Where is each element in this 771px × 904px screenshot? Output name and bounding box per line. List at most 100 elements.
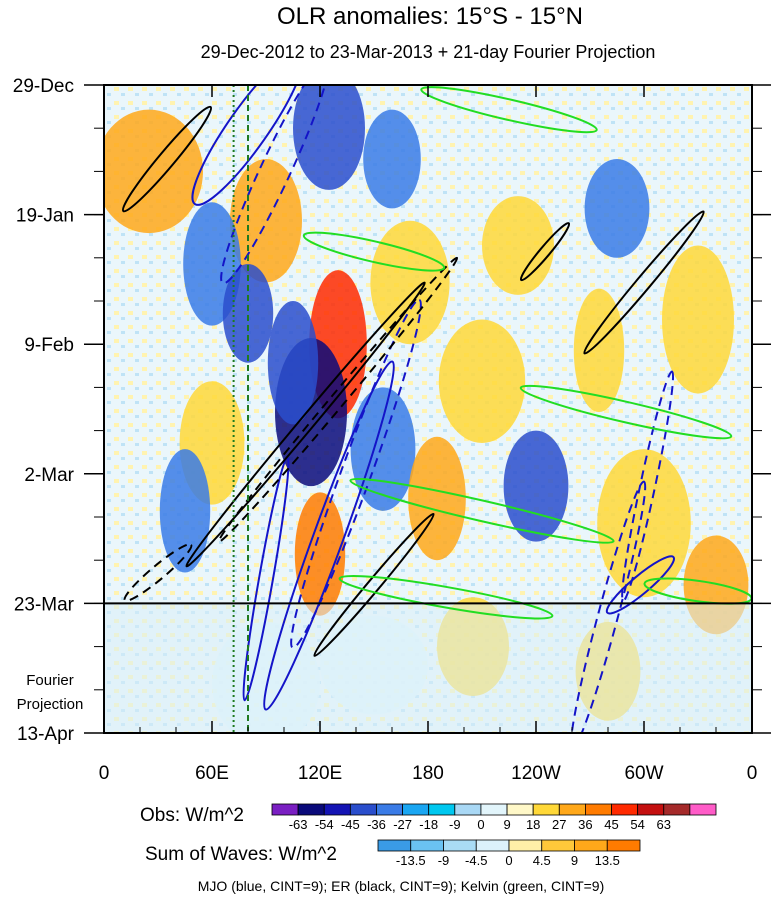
- waves-colorbar-swatch: [606, 839, 641, 852]
- er-contour: [519, 222, 571, 282]
- obs-colorbar-tick-label: 27: [552, 817, 566, 832]
- obs-colorbar-swatch: [323, 803, 351, 816]
- reference-lines: [104, 85, 752, 733]
- obs-colorbar-tick-label: 9: [503, 817, 510, 832]
- obs-colorbar-tick-label: -18: [419, 817, 438, 832]
- anomaly-patch: [159, 449, 211, 573]
- anomaly-patch: [597, 449, 691, 598]
- er-contour: [185, 281, 426, 568]
- y-tick-label: 29-Dec: [13, 76, 74, 97]
- legend-note: MJO (blue, CINT=9); ER (black, CINT=9); …: [198, 878, 605, 894]
- mjo-contour: [191, 85, 305, 206]
- obs-colorbar-swatch: [454, 803, 482, 816]
- y-tick-label: 9-Feb: [24, 335, 74, 356]
- x-tick-label: 0: [747, 763, 758, 784]
- obs-colorbar-swatch: [428, 803, 456, 816]
- waves-colorbar-tick-label: -4.5: [465, 853, 487, 868]
- x-tick-label: 0: [99, 763, 110, 784]
- er-contour: [217, 256, 459, 543]
- obs-colorbar-tick-label: -63: [289, 817, 308, 832]
- forecast-label-line2: Projection: [17, 696, 84, 713]
- anomaly-patch: [222, 263, 274, 363]
- anomaly-patch: [408, 436, 466, 561]
- obs-colorbar-swatch: [376, 803, 403, 816]
- axes: 0 60E 120E 180 120W 60W 0 29-Dec 19-Jan 9-Feb 2-Ma…: [13, 76, 771, 784]
- y-tick-label: 13-Apr: [17, 724, 75, 745]
- obs-colorbar-swatch: [480, 803, 508, 816]
- obs-colorbar-tick-label: -54: [315, 817, 334, 832]
- anomaly-patch: [370, 220, 450, 345]
- anomaly-patch: [662, 245, 734, 394]
- chart-title: OLR anomalies: 15°S - 15°N: [277, 3, 583, 30]
- waves-colorbar-tick-label: 13.5: [595, 853, 620, 868]
- waves-colorbar-swatch: [574, 839, 608, 852]
- plot-area: 0 60E 120E 180 120W 60W 0 29-Dec 19-Jan 9-Feb 2-Ma…: [13, 76, 771, 784]
- x-tick-label: 120W: [511, 763, 561, 784]
- waves-colorbar-swatch: [377, 839, 412, 852]
- kelvin-contour: [302, 231, 446, 272]
- waves-colorbar-tick-label: 9: [571, 853, 578, 868]
- mjo-contour: [621, 370, 675, 602]
- obs-colorbar-swatch: [402, 803, 430, 816]
- obs-colorbar-tick-label: 63: [657, 817, 671, 832]
- anomaly-patch: [438, 319, 526, 443]
- waves-colorbar-tick-label: -9: [438, 853, 450, 868]
- y-tick-label: 19-Jan: [16, 206, 74, 227]
- obs-colorbar-tick-label: 54: [630, 817, 644, 832]
- waves-colorbar-swatch: [443, 839, 477, 852]
- kelvin-contour: [519, 384, 733, 440]
- waves-colorbar-swatch: [541, 839, 575, 852]
- obs-colorbar-swatch: [689, 803, 717, 816]
- er-contour: [123, 543, 193, 602]
- er-contour: [313, 512, 435, 657]
- obs-colorbar-swatch: [349, 803, 377, 816]
- waves-colorbar-tick-label: 0: [505, 853, 512, 868]
- obs-colorbar-swatch: [663, 803, 691, 816]
- waves-colorbar-label: Sum of Waves: W/m^2: [145, 844, 337, 865]
- obs-colorbar-tick-label: -45: [341, 817, 360, 832]
- obs-colorbar-swatch: [297, 803, 325, 816]
- waves-colorbar-tick-label: -13.5: [396, 853, 426, 868]
- anomaly-patch: [503, 430, 569, 542]
- y-tick-label: 23-Mar: [14, 594, 75, 615]
- waves-colorbar-swatch: [475, 839, 510, 852]
- kelvin-contour: [420, 86, 598, 134]
- obs-colorbar-tick-label: -27: [393, 817, 412, 832]
- chart-subtitle: 29-Dec-2012 to 23-Mar-2013 + 21-day Four…: [201, 42, 656, 62]
- y-tick-label: 2-Mar: [24, 465, 74, 486]
- obs-colorbar-swatch: [506, 803, 534, 816]
- obs-colorbar: -63 -54 -45 -36 -27 -18 -9 0 9 18 27 36 45 54 63: [271, 803, 717, 832]
- waves-colorbar-tick-label: 4.5: [533, 853, 551, 868]
- obs-colorbar-swatch: [637, 803, 665, 816]
- obs-colorbar-swatch: [558, 803, 586, 816]
- obs-colorbar-swatch: [611, 803, 639, 816]
- obs-colorbar-tick-label: 45: [604, 817, 618, 832]
- waves-colorbar-swatch: [410, 839, 444, 852]
- obs-colorbar-swatch: [532, 803, 560, 816]
- mjo-contour: [263, 360, 395, 711]
- anomaly-patch: [363, 109, 421, 209]
- waves-colorbar: -13.5 -9 -4.5 0 4.5 9 13.5: [377, 839, 641, 868]
- er-contour: [583, 210, 705, 355]
- x-tick-label: 120E: [298, 763, 342, 784]
- obs-colorbar-tick-label: 18: [526, 817, 540, 832]
- obs-colorbar-swatch: [585, 803, 612, 816]
- projection-shade: [104, 603, 752, 733]
- obs-colorbar-tick-label: 36: [578, 817, 592, 832]
- anomaly-patch: [573, 288, 625, 413]
- anomaly-patch: [293, 85, 365, 190]
- forecast-label-line1: Fourier: [26, 672, 74, 689]
- mjo-contour: [605, 555, 675, 615]
- obs-colorbar-swatch: [271, 803, 299, 816]
- mjo-contour: [220, 85, 330, 285]
- wave-contours: [121, 85, 752, 733]
- x-tick-label: 180: [412, 763, 444, 784]
- x-tick-label: 60E: [195, 763, 229, 784]
- waves-colorbar-swatch: [508, 839, 543, 852]
- obs-colorbar-tick-label: 0: [477, 817, 484, 832]
- obs-colorbar-tick-label: -36: [367, 817, 386, 832]
- anomaly-patch: [294, 492, 346, 616]
- anomaly-patch: [267, 301, 319, 425]
- kelvin-contour: [349, 477, 615, 544]
